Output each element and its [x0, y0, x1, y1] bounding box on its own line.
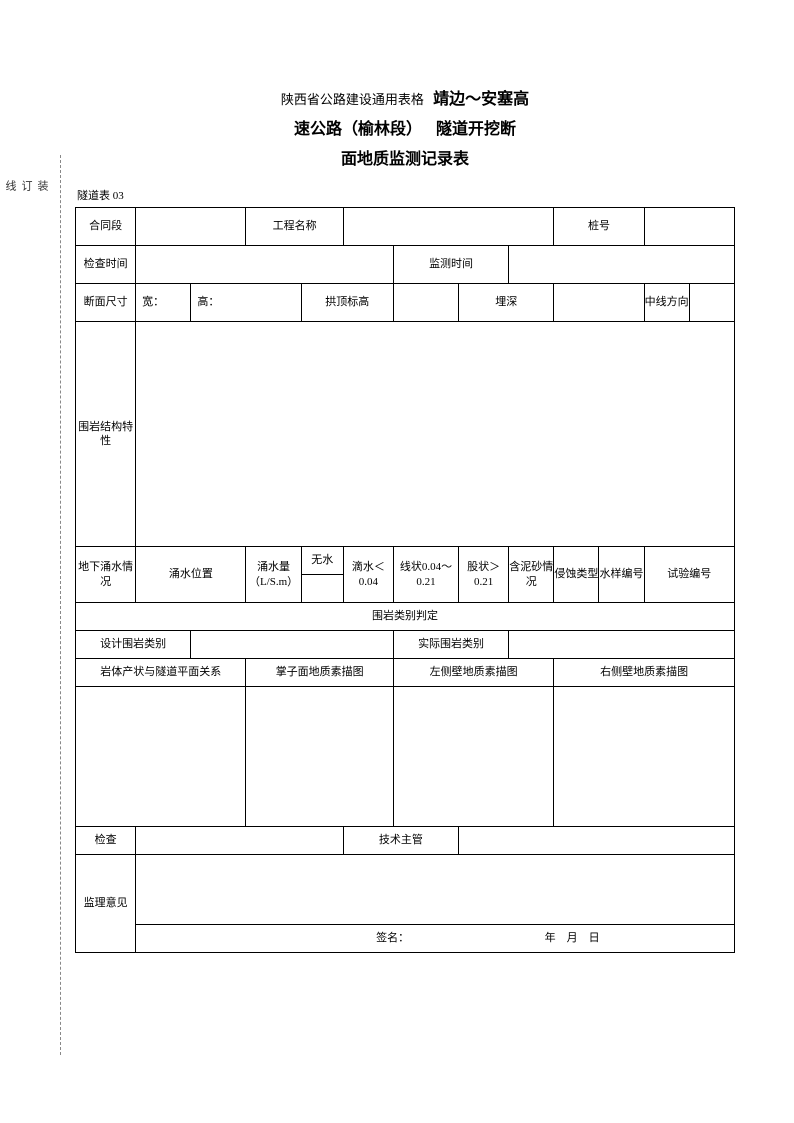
label-water-cond: 地下涌水情况	[76, 547, 136, 603]
sketch-left	[393, 687, 553, 827]
main-table: 合同段 工程名称 桩号 检查时间 监测时间 断面尺寸 宽： 高： 拱顶标高 埋深…	[75, 207, 735, 953]
binding-line	[60, 155, 61, 1055]
row-water-header: 地下涌水情况 涌水位置 涌水量（L/S.m） 无水 滴水＜0.04 线状0.04…	[76, 547, 735, 575]
label-inspect: 检查	[76, 827, 136, 855]
label-erosion: 侵蚀类型	[554, 547, 599, 603]
row-opinion-top: 监理意见	[76, 855, 735, 925]
label-height: 高：	[191, 284, 301, 322]
binding-zhuang: 装	[34, 180, 50, 710]
label-water-loc: 涌水位置	[136, 547, 246, 603]
label-face-sketch: 掌子面地质素描图	[246, 659, 393, 687]
binding-marks: 装 订 线	[35, 180, 50, 780]
value-no-water	[301, 575, 343, 603]
label-stake: 桩号	[554, 208, 644, 246]
value-arch	[393, 284, 458, 322]
row-time: 检查时间 监测时间	[76, 246, 735, 284]
label-project: 工程名称	[246, 208, 343, 246]
binding-xian: 线	[2, 180, 18, 710]
row-contract: 合同段 工程名称 桩号	[76, 208, 735, 246]
row-signature: 签名： 年 月 日	[76, 925, 735, 953]
binding-ding: 订	[18, 180, 34, 710]
value-centerline	[689, 284, 734, 322]
value-monitor-time	[509, 246, 735, 284]
header-title-2: 速公路（榆林段）	[294, 121, 422, 138]
label-water-vol: 涌水量（L/S.m）	[246, 547, 301, 603]
value-tech-sup	[459, 827, 735, 855]
value-burial	[554, 284, 644, 322]
label-contract: 合同段	[76, 208, 136, 246]
sketch-right	[554, 687, 735, 827]
row-section: 断面尺寸 宽： 高： 拱顶标高 埋深 中线方向	[76, 284, 735, 322]
label-drip: 滴水＜0.04	[343, 547, 393, 603]
row-inspect: 检查 技术主管	[76, 827, 735, 855]
row-sketch-content	[76, 687, 735, 827]
value-check-time	[136, 246, 394, 284]
label-rock-attitude: 岩体产状与隧道平面关系	[76, 659, 246, 687]
value-sup-opinion	[136, 855, 735, 925]
header-title-1: 靖边～安塞高	[433, 91, 529, 108]
page-content: 陕西省公路建设通用表格 靖边～安塞高 速公路（榆林段） 隧道开挖断 面地质监测记…	[75, 85, 735, 953]
label-arch: 拱顶标高	[301, 284, 393, 322]
row-class: 设计围岩类别 实际围岩类别	[76, 631, 735, 659]
label-burial: 埋深	[459, 284, 554, 322]
label-linear: 线状0.04～0.21	[393, 547, 458, 603]
label-actual-class: 实际围岩类别	[393, 631, 508, 659]
label-test: 试验编号	[644, 547, 734, 603]
row-sketch-header: 岩体产状与隧道平面关系 掌子面地质素描图 左侧壁地质素描图 右侧壁地质素描图	[76, 659, 735, 687]
value-actual-class	[509, 631, 735, 659]
value-project	[343, 208, 554, 246]
label-sup-opinion: 监理意见	[76, 855, 136, 953]
label-monitor-time: 监测时间	[393, 246, 508, 284]
value-rock-char	[136, 322, 735, 547]
header: 陕西省公路建设通用表格 靖边～安塞高 速公路（榆林段） 隧道开挖断 面地质监测记…	[75, 85, 735, 169]
label-design-class: 设计围岩类别	[76, 631, 191, 659]
label-centerline: 中线方向	[644, 284, 689, 322]
label-sample: 水样编号	[599, 547, 644, 603]
label-rock-judge: 围岩类别判定	[76, 603, 735, 631]
form-number: 隧道表 03	[75, 187, 735, 203]
label-mud: 含泥砂情况	[509, 547, 554, 603]
header-line-3: 面地质监测记录表	[75, 145, 735, 169]
sketch-attitude	[76, 687, 246, 827]
label-check-time: 检查时间	[76, 246, 136, 284]
label-left-wall: 左侧壁地质素描图	[393, 659, 553, 687]
value-stake	[644, 208, 734, 246]
header-prefix: 陕西省公路建设通用表格	[281, 92, 424, 107]
label-section-size: 断面尺寸	[76, 284, 136, 322]
label-tech-sup: 技术主管	[343, 827, 458, 855]
label-signature: 签名：	[376, 932, 409, 944]
row-rock-judge: 围岩类别判定	[76, 603, 735, 631]
label-width: 宽：	[136, 284, 191, 322]
value-contract	[136, 208, 246, 246]
sketch-face	[246, 687, 393, 827]
signature-cell: 签名： 年 月 日	[136, 925, 735, 953]
value-inspect	[136, 827, 344, 855]
header-line-2: 速公路（榆林段） 隧道开挖断	[75, 115, 735, 139]
header-title-4: 面地质监测记录表	[341, 151, 469, 168]
row-rock-char: 围岩结构特性	[76, 322, 735, 547]
header-line-1: 陕西省公路建设通用表格 靖边～安塞高	[75, 85, 735, 109]
label-stream: 股状＞0.21	[459, 547, 509, 603]
label-no-water: 无水	[301, 547, 343, 575]
header-title-3: 隧道开挖断	[436, 121, 516, 138]
label-date: 年 月 日	[545, 932, 600, 944]
label-rock-char: 围岩结构特性	[76, 322, 136, 547]
label-right-wall: 右侧壁地质素描图	[554, 659, 735, 687]
value-design-class	[191, 631, 394, 659]
